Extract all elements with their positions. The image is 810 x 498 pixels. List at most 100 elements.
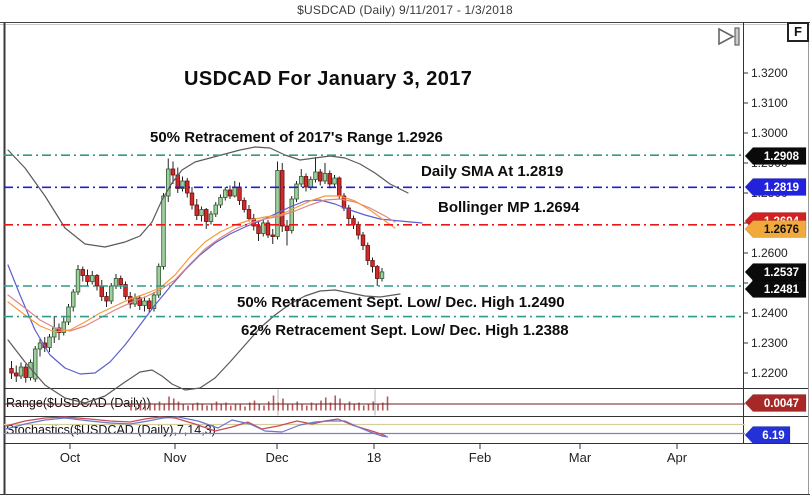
x-tick-label: Dec <box>265 450 289 465</box>
y-tick-label: 1.3100 <box>751 96 788 110</box>
candle-down <box>189 192 195 206</box>
candle-down <box>246 209 252 219</box>
price-badge-value: 0.0047 <box>764 398 799 410</box>
annotation-daily-sma[interactable]: Daily SMA At 1.2819 <box>421 163 564 180</box>
candle-down <box>356 224 361 236</box>
annotation-50pct-2017-range[interactable]: 50% Retracement of 2017's Range 1.2926 <box>150 129 443 146</box>
price-badge-value: 1.2676 <box>764 224 799 236</box>
stochastic-d <box>5 416 389 438</box>
candle-up <box>47 336 52 348</box>
candle-up <box>213 204 218 215</box>
candle-down <box>204 209 209 222</box>
candle-down <box>9 368 14 374</box>
candle-down <box>118 278 123 285</box>
candle-up <box>218 197 223 206</box>
candle-down <box>85 275 90 282</box>
price-badge <box>744 280 807 298</box>
candle-down <box>123 284 128 297</box>
x-tick-label: Mar <box>569 450 592 465</box>
candle-down <box>370 260 375 267</box>
candle-up <box>33 348 38 380</box>
candle-down <box>318 171 323 182</box>
candle-down <box>327 173 332 185</box>
annotation-bollinger-mp[interactable]: Bollinger MP 1.2694 <box>438 199 580 216</box>
candle-up <box>71 291 76 308</box>
candle-up <box>379 271 385 279</box>
price-badge-value: 1.2537 <box>764 267 799 279</box>
price-badge <box>744 147 807 165</box>
candle-down <box>265 222 271 236</box>
candle-down <box>351 218 356 225</box>
candle-up <box>109 285 114 302</box>
candle-down <box>104 296 109 302</box>
candle-down <box>360 234 366 246</box>
candle-up <box>142 300 147 306</box>
price-badge <box>744 220 807 238</box>
skip-to-latest-icon[interactable] <box>714 26 744 50</box>
candle-down <box>242 200 247 210</box>
candle-up <box>261 222 266 234</box>
candle-down <box>147 300 152 309</box>
candle-up <box>223 189 228 198</box>
price-badge-value: 1.2481 <box>764 284 800 296</box>
stochastic-k <box>5 416 387 437</box>
candle-up <box>90 275 95 282</box>
y-tick-label: 1.3200 <box>751 66 788 80</box>
annotation-50pct-retracement[interactable]: 50% Retracement Sept. Low/ Dec. High 1.2… <box>237 294 565 311</box>
candle-up <box>156 266 161 296</box>
candle-down <box>284 225 290 231</box>
candle-down <box>237 186 242 201</box>
candle-down <box>227 189 233 197</box>
price-badge-value: 1.2908 <box>764 151 800 163</box>
range-panel-label[interactable]: Range($USDCAD (Daily)) <box>6 396 151 410</box>
y-tick-label: 1.2600 <box>751 246 788 260</box>
candle-down <box>56 327 62 333</box>
chart-headline-annotation[interactable]: USDCAD For January 3, 2017 <box>184 68 473 90</box>
candle-down <box>256 225 261 234</box>
candle-up <box>275 170 280 237</box>
price-badge <box>744 263 807 281</box>
x-tick-label: Feb <box>469 450 491 465</box>
candle-down <box>170 168 176 176</box>
candle-down <box>99 285 104 297</box>
candle-up <box>308 179 313 188</box>
candle-down <box>346 207 351 219</box>
candle-up <box>151 294 157 309</box>
price-badge <box>744 426 791 444</box>
candle-down <box>94 275 100 287</box>
candle-up <box>232 186 237 197</box>
bollinger-midline-orange <box>7 195 396 333</box>
price-badge-value: 1.2819 <box>764 182 799 194</box>
x-tick-label: 18 <box>367 450 381 465</box>
candle-up <box>294 183 299 200</box>
candle-down <box>23 366 28 378</box>
y-tick-label: 1.3000 <box>751 126 788 140</box>
candle-up <box>113 278 119 287</box>
candle-down <box>80 269 85 276</box>
candle-up <box>166 168 171 197</box>
bollinger-upper-band <box>7 146 409 248</box>
x-tick-label: Oct <box>60 450 81 465</box>
fullscreen-button[interactable]: F <box>787 22 809 42</box>
candle-down <box>14 372 19 377</box>
candle-down <box>194 204 199 216</box>
price-badge-value: 6.19 <box>762 430 784 442</box>
candle-down <box>365 245 370 261</box>
candle-up <box>199 209 204 216</box>
x-tick-label: Nov <box>163 450 187 465</box>
price-badge <box>744 394 807 412</box>
candle-up <box>313 171 318 180</box>
candle-up <box>180 180 185 189</box>
candle-down <box>280 170 285 227</box>
bollinger-lower-band <box>7 289 401 404</box>
candle-down <box>303 176 309 188</box>
y-tick-label: 1.2300 <box>751 336 788 350</box>
candle-up <box>289 198 294 231</box>
y-tick-label: 1.2200 <box>751 366 788 380</box>
candle-up <box>322 173 328 182</box>
annotation-62pct-retracement[interactable]: 62% Retracement Sept. Low/ Dec. High 1.2… <box>241 322 569 339</box>
sma-blue <box>7 199 423 375</box>
price-badge <box>744 178 807 196</box>
